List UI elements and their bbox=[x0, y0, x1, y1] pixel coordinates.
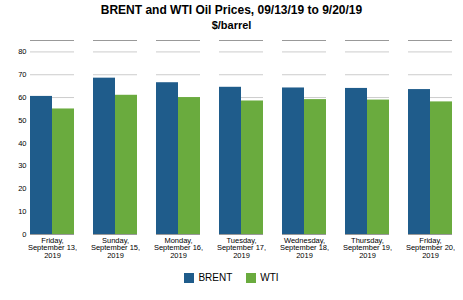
svg-text:20: 20 bbox=[18, 184, 26, 193]
html-text:BRENT: BRENT bbox=[198, 272, 233, 283]
svg-text:Wednesday,September 18,2019: Wednesday,September 18,2019 bbox=[280, 236, 329, 260]
svg-text:Friday,September 13,2019: Friday,September 13,2019 bbox=[28, 236, 77, 260]
svg-text:40: 40 bbox=[18, 139, 26, 148]
html-text:WTI: WTI bbox=[260, 272, 279, 283]
svg-text:Tuesday,September 17,2019: Tuesday,September 17,2019 bbox=[217, 236, 266, 260]
svg-text:30: 30 bbox=[18, 161, 26, 170]
svg-text:0: 0 bbox=[22, 230, 26, 239]
html-text:BRENT and WTI Oil Prices, 09/1: BRENT and WTI Oil Prices, 09/13/19 to 9/… bbox=[100, 3, 363, 17]
svg-text:Sunday,September 15,2019: Sunday,September 15,2019 bbox=[91, 236, 140, 260]
svg-text:Friday,September 20,2019: Friday,September 20,2019 bbox=[406, 236, 455, 260]
svg-text:10: 10 bbox=[18, 207, 26, 216]
svg-text:70: 70 bbox=[18, 70, 26, 79]
svg-text:80: 80 bbox=[18, 47, 26, 56]
svg-text:50: 50 bbox=[18, 116, 26, 125]
svg-text:Monday,September 16,2019: Monday,September 16,2019 bbox=[154, 236, 203, 260]
svg-text:Thursday,September 19,2019: Thursday,September 19,2019 bbox=[343, 236, 392, 260]
svg-text:60: 60 bbox=[18, 93, 26, 102]
html-text:$/barrel: $/barrel bbox=[211, 19, 252, 31]
